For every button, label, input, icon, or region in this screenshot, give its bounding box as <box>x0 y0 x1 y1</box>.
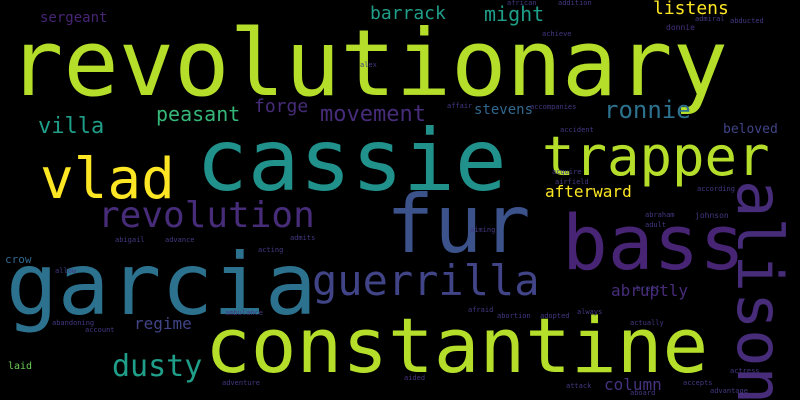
word-afterward: afterward <box>545 182 632 201</box>
word-barrack: barrack <box>370 3 446 24</box>
word-movement: movement <box>320 102 426 127</box>
word-always: always <box>577 308 603 316</box>
word-abandoning: abandoning <box>52 319 95 327</box>
word-abigail: abigail <box>115 236 145 244</box>
word-brett: brett <box>636 284 661 293</box>
word-cassie: cassie <box>196 111 507 211</box>
word-acquire: acquire <box>552 168 582 176</box>
word-guerrilla: guerrilla <box>312 256 540 305</box>
word-dusty: dusty <box>112 349 203 384</box>
word-actually: actually <box>630 319 664 327</box>
word-advantage: advantage <box>710 387 748 395</box>
word-column: column <box>604 375 662 394</box>
word-acting: acting <box>258 246 284 254</box>
word-listens: listens <box>653 0 729 19</box>
word-trapper: trapper <box>542 125 770 188</box>
word-addition: addition <box>558 0 592 7</box>
word-affair: affair <box>447 102 473 110</box>
word-regime: regime <box>134 314 192 333</box>
word-vlad: vlad <box>40 147 175 212</box>
word-donnie: donnie <box>666 23 695 32</box>
word-ronnie: ronnie <box>604 96 691 124</box>
word-garcia: garcia <box>6 235 317 335</box>
word-aided: aided <box>404 374 426 382</box>
word-according: according <box>697 185 735 193</box>
word-laid: laid <box>8 361 33 372</box>
word-abruptly: abruptly <box>611 281 689 300</box>
word-accident: accident <box>560 126 594 134</box>
word-accepts: accepts <box>683 379 713 387</box>
word-fur: fur <box>386 178 531 271</box>
word-forge: forge <box>254 96 309 117</box>
word-crow: crow <box>5 253 32 266</box>
word-accompanies: accompanies <box>530 103 577 111</box>
word-alex: alex <box>360 61 377 69</box>
word-actress: actress <box>730 367 760 375</box>
word-afraid: afraid <box>468 306 494 314</box>
word-abraham: abraham <box>645 211 675 219</box>
word-airfield: airfield <box>555 178 589 186</box>
word-peasant: peasant <box>156 102 241 126</box>
word-abortion: abortion <box>497 312 531 320</box>
word-attack: attack <box>566 382 592 390</box>
word-constantine: constantine <box>205 301 709 390</box>
word-achieve: achieve <box>542 30 572 38</box>
word-account: account <box>85 326 115 334</box>
word-bass: bass <box>562 198 746 287</box>
word-sergeant: sergeant <box>40 10 108 26</box>
word-johnson: johnson <box>695 211 729 220</box>
word-revolution: revolution <box>98 195 315 236</box>
word-beloved: beloved <box>723 122 778 137</box>
word-abducted: abducted <box>730 17 764 25</box>
word-admiral: admiral <box>695 15 725 23</box>
word-ambulance: ambulance <box>225 309 263 317</box>
word-might: might <box>484 2 545 26</box>
word-villa: villa <box>38 114 105 139</box>
word-aboard: aboard <box>630 389 656 397</box>
word-adult: adult <box>645 221 667 229</box>
word-aiming: aiming <box>470 226 496 234</box>
word-admits: admits <box>290 234 316 242</box>
word-adventure: adventure <box>222 379 260 387</box>
word-stevens: stevens <box>474 102 534 118</box>
word-revolutionary: revolutionary <box>8 10 729 117</box>
word-adopted: adopted <box>540 312 570 320</box>
word-allow: allow <box>55 267 77 275</box>
word-african: african <box>507 0 537 7</box>
word-advance: advance <box>165 236 195 244</box>
